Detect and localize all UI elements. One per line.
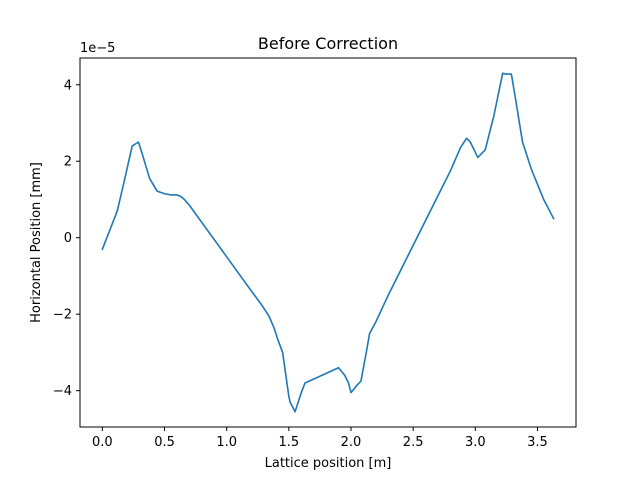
x-tick-label: 3.5 (527, 435, 548, 450)
y-axis-offset-label: 1e−5 (80, 41, 115, 56)
x-axis-ticks: 0.0 0.5 1.0 1.5 2.0 2.5 3.0 3.5 (92, 427, 548, 450)
y-tick-label: −2 (53, 308, 72, 323)
x-tick-label: 3.0 (465, 435, 486, 450)
y-tick-label: −4 (53, 384, 72, 399)
x-tick-label: 1.5 (278, 435, 299, 450)
plot-frame (79, 57, 577, 428)
y-axis-ticks: −4 −2 0 2 4 (53, 78, 80, 399)
chart-title: Before Correction (258, 34, 398, 53)
series-line (101, 72, 555, 413)
x-tick-label: 1.0 (216, 435, 237, 450)
x-tick-label: 0.5 (154, 435, 175, 450)
x-tick-label: 2.5 (403, 435, 424, 450)
y-tick-label: 0 (64, 231, 72, 246)
plot-area (80, 58, 576, 427)
x-tick-label: 2.0 (341, 435, 362, 450)
y-tick-label: 4 (64, 78, 72, 93)
series-layer (101, 72, 555, 413)
x-axis-label: Lattice position [m] (265, 456, 392, 471)
x-tick-label: 0.0 (92, 435, 113, 450)
y-axis-label: Horizontal Position [mm] (29, 162, 44, 323)
y-tick-label: 2 (64, 155, 72, 170)
